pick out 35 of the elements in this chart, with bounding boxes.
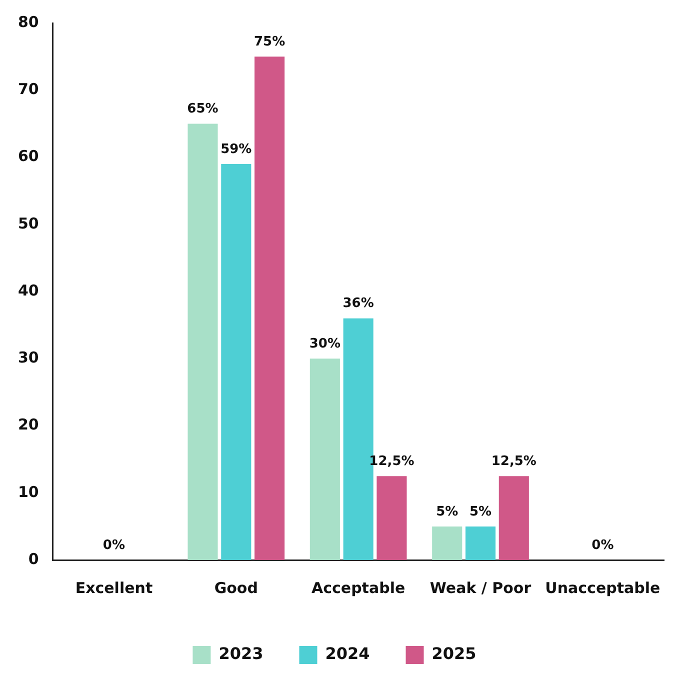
y-tick-label: 20 [18,416,39,434]
data-label: 12,5% [491,454,536,469]
bar [254,56,285,560]
y-tick-label: 30 [18,348,39,367]
bar [188,124,218,560]
x-tick-label: Excellent [75,578,153,597]
data-label: 5% [469,504,492,520]
data-label: 5% [436,504,458,520]
y-tick-label: 40 [18,281,39,300]
bar [221,164,252,560]
x-tick-label: Good [214,578,258,597]
data-label: 0% [592,538,614,553]
x-tick-label: Unacceptable [545,578,660,597]
bar [376,476,407,560]
bar [498,476,529,560]
bar [310,358,340,560]
data-label: 36% [342,296,374,312]
legend-label: 2025 [432,644,476,664]
y-tick-label: 50 [18,214,39,232]
legend-label: 2024 [325,644,370,664]
y-tick-label: 10 [18,482,39,501]
x-tick-label: Weak / Poor [430,578,532,597]
data-label: 65% [187,102,218,117]
y-tick-label: 70 [18,80,39,98]
data-label: 59% [220,142,252,157]
bar [465,526,496,560]
data-label: 0% [102,538,126,553]
bar [432,526,462,560]
x-tick-label: Acceptable [312,578,406,597]
data-label: 30% [309,336,340,352]
y-tick-label: 0 [28,550,39,568]
y-tick-label: 60 [18,147,39,166]
data-label: 75% [254,34,286,50]
legend-label: 2023 [218,644,264,664]
y-tick-label: 80 [18,12,39,31]
